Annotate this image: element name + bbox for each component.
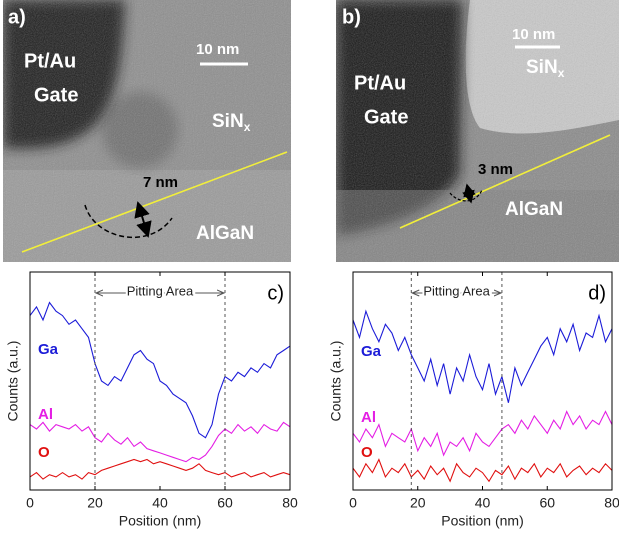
dielectric-text: SiN <box>526 57 558 78</box>
thickness-label: 3 nm <box>478 161 513 178</box>
barrier-label: AlGaN <box>196 223 254 244</box>
x-axis-label: Position (nm) <box>119 513 201 529</box>
panel-label: d) <box>588 282 606 304</box>
panel-label: a) <box>8 6 26 28</box>
series-line <box>353 460 612 482</box>
dielectric-subscript: x <box>558 66 565 80</box>
annotation-label: Pitting Area <box>423 283 490 298</box>
series-label: Al <box>361 409 376 426</box>
series-line <box>353 311 612 403</box>
x-tick-label: 40 <box>475 495 491 511</box>
x-tick-label: 60 <box>217 495 233 511</box>
series-label: O <box>38 444 50 461</box>
gate-label: Gate <box>364 106 408 128</box>
gate-label: Pt/Au <box>24 50 76 72</box>
gate-label: Gate <box>34 84 78 106</box>
x-tick-label: 80 <box>282 495 298 511</box>
x-tick-label: 20 <box>410 495 426 511</box>
dielectric-subscript: x <box>244 120 251 134</box>
barrier-label: AlGaN <box>505 199 563 220</box>
panel-label: c) <box>267 282 284 304</box>
x-tick-label: 40 <box>152 495 168 511</box>
series-line <box>30 460 290 480</box>
scale-bar-label: 10 nm <box>512 26 555 43</box>
series-line <box>353 412 612 456</box>
annotation-label: Pitting Area <box>127 283 194 298</box>
figure: a) Pt/Au Gate 10 nm SiNx 7 nm AlGaN b) P… <box>0 0 619 544</box>
panel-label: b) <box>342 6 361 28</box>
x-tick-label: 80 <box>604 495 619 511</box>
scale-bar-label: 10 nm <box>196 41 239 58</box>
x-tick-label: 0 <box>26 495 34 511</box>
y-axis-label: Counts (a.u.) <box>328 341 344 422</box>
x-axis-label: Position (nm) <box>441 513 523 529</box>
thickness-label: 7 nm <box>143 174 178 191</box>
x-tick-label: 60 <box>539 495 555 511</box>
y-axis-label: Counts (a.u.) <box>5 341 21 422</box>
series-label: Ga <box>38 341 59 358</box>
plot-frame <box>353 272 612 490</box>
x-tick-label: 0 <box>349 495 357 511</box>
series-label: O <box>361 444 373 461</box>
gate-label: Pt/Au <box>354 72 406 94</box>
series-line <box>30 303 290 438</box>
series-label: Al <box>38 406 53 423</box>
x-tick-label: 20 <box>87 495 103 511</box>
dielectric-text: SiN <box>212 111 244 132</box>
tem-image-b <box>336 0 619 262</box>
series-line <box>30 422 290 461</box>
series-label: Ga <box>361 343 382 360</box>
